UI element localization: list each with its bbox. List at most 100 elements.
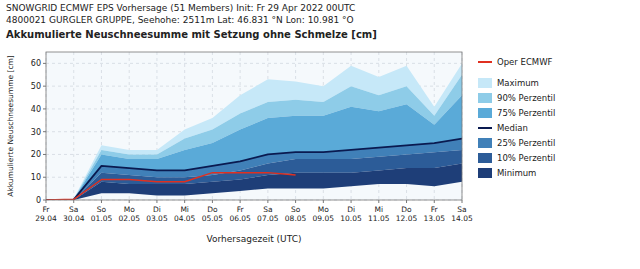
band	[46, 75, 462, 200]
tick-label: Sa07.05	[257, 205, 279, 223]
tick-label-line: 11.05	[368, 214, 390, 223]
tick-label-line: 13.05	[424, 214, 446, 223]
tick-label-line: 10.05	[340, 214, 362, 223]
tick-label: Do05.05	[202, 205, 224, 223]
plot-area	[46, 52, 462, 200]
subtitle: 4800021 GURGLER GRUPPE, Seehohe: 2511m L…	[6, 15, 354, 25]
tick-label: 50	[31, 82, 41, 91]
tick	[378, 200, 379, 203]
y-axis-label: Akkumulierte Neuschneesumme [cm]	[6, 55, 15, 197]
tick-label: 10	[31, 173, 41, 182]
tick-label-line: Fr	[431, 205, 439, 214]
tick-label: 20	[31, 150, 41, 159]
tick-label-line: 08.05	[285, 214, 307, 223]
tick	[101, 200, 102, 203]
grid-line	[73, 52, 74, 200]
legend-swatch	[478, 168, 492, 178]
tick	[462, 200, 463, 203]
tick	[43, 131, 46, 132]
band	[46, 95, 462, 200]
legend-label: 90% Perzentil	[497, 93, 555, 103]
tick-label-line: Di	[153, 205, 161, 214]
tick-label: 60	[31, 59, 41, 68]
chart: SNOWGRID ECMWF EPS Vorhersage (51 Member…	[0, 0, 640, 269]
band	[46, 164, 462, 200]
tick-label: Fr06.05	[229, 205, 251, 223]
tick	[212, 200, 213, 203]
tick-label-line: Mo	[124, 205, 135, 214]
tick	[43, 86, 46, 87]
tick-label: Do12.05	[396, 205, 418, 223]
legend-label: 10% Perzentil	[497, 153, 555, 163]
tick-label-line: Mi	[375, 205, 384, 214]
tick-label-line: 04.05	[174, 214, 196, 223]
legend-label: Minimum	[497, 168, 536, 178]
line	[46, 173, 296, 200]
tick	[323, 200, 324, 203]
tick-label: Mo02.05	[118, 205, 140, 223]
tick-label: Di10.05	[340, 205, 362, 223]
tick-label: So08.05	[285, 205, 307, 223]
legend-label: Median	[497, 123, 528, 133]
tick	[156, 200, 157, 203]
tick-label-line: Do	[401, 205, 412, 214]
tick-label-line: Fr	[43, 205, 51, 214]
tick-label: Fr13.05	[424, 205, 446, 223]
plot	[46, 63, 462, 200]
legend-swatch	[478, 127, 492, 129]
tick-label-line: 30.04	[63, 214, 85, 223]
tick-label: Mi11.05	[368, 205, 390, 223]
x-axis-label: Vorhersagezeit (UTC)	[207, 234, 302, 244]
tick-label-line: 05.05	[202, 214, 224, 223]
legend-swatch	[478, 61, 492, 63]
band	[46, 63, 462, 200]
tick-label-line: 12.05	[396, 214, 418, 223]
tick	[43, 108, 46, 109]
tick-label-line: Mo	[318, 205, 329, 214]
tick	[73, 200, 74, 203]
tick	[434, 200, 435, 203]
tick	[240, 200, 241, 203]
legend-label: 75% Perzentil	[497, 108, 555, 118]
tick	[46, 200, 47, 203]
tick-label-line: So	[97, 205, 107, 214]
tick-label-line: Do	[207, 205, 218, 214]
tick	[406, 200, 407, 203]
tick	[351, 200, 352, 203]
legend-label: Maximum	[497, 78, 539, 88]
tick-label-line: 02.05	[118, 214, 140, 223]
tick-label: 30	[31, 128, 41, 137]
tick-label-line: 29.04	[35, 214, 57, 223]
legend-swatch	[478, 78, 492, 88]
tick-label: Sa14.05	[451, 205, 473, 223]
tick	[295, 200, 296, 203]
tick-label-line: So	[291, 205, 301, 214]
legend-swatch	[478, 138, 492, 148]
tick-label-line: Mi	[180, 205, 189, 214]
tick-label-line: 14.05	[451, 214, 473, 223]
grid	[46, 52, 462, 200]
legend-swatch	[478, 153, 492, 163]
tick-label-line: Fr	[237, 205, 245, 214]
legend-label: 25% Perzentil	[497, 138, 555, 148]
tick-label: Mo09.05	[313, 205, 335, 223]
plot-frame	[46, 52, 462, 200]
tick-label-line: Di	[347, 205, 355, 214]
tick-label: Di03.05	[146, 205, 168, 223]
tick-label: Sa30.04	[63, 205, 85, 223]
legend-label: Oper ECMWF	[497, 57, 553, 67]
band	[46, 139, 462, 200]
tick-label-line: 03.05	[146, 214, 168, 223]
tick-label: Mi04.05	[174, 205, 196, 223]
title: Akkumulierte Neuschneesumme mit Setzung …	[6, 29, 377, 40]
tick	[43, 63, 46, 64]
tick-label: Fr29.04	[35, 205, 57, 223]
grid-line	[46, 63, 462, 64]
tick-label-line: 01.05	[91, 214, 113, 223]
tick	[184, 200, 185, 203]
tick	[43, 177, 46, 178]
tick-label-line: 09.05	[313, 214, 335, 223]
tick-label-line: Sa	[263, 205, 272, 214]
tick-label-line: Sa	[69, 205, 78, 214]
line	[46, 139, 462, 200]
